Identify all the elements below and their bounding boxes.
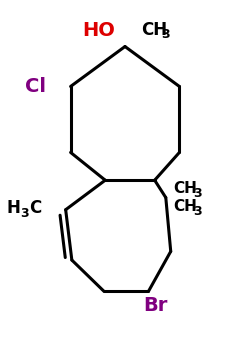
Text: Cl: Cl <box>26 77 46 96</box>
Text: H: H <box>6 199 20 217</box>
Text: 3: 3 <box>193 205 202 218</box>
Text: HO: HO <box>82 21 116 40</box>
Text: 3: 3 <box>193 187 202 200</box>
Text: Br: Br <box>144 296 168 315</box>
Text: 3: 3 <box>162 28 170 41</box>
Text: CH: CH <box>141 21 167 39</box>
Text: 3: 3 <box>21 208 29 220</box>
Text: CH: CH <box>173 199 197 214</box>
Text: C: C <box>29 199 41 217</box>
Text: CH: CH <box>173 181 197 196</box>
